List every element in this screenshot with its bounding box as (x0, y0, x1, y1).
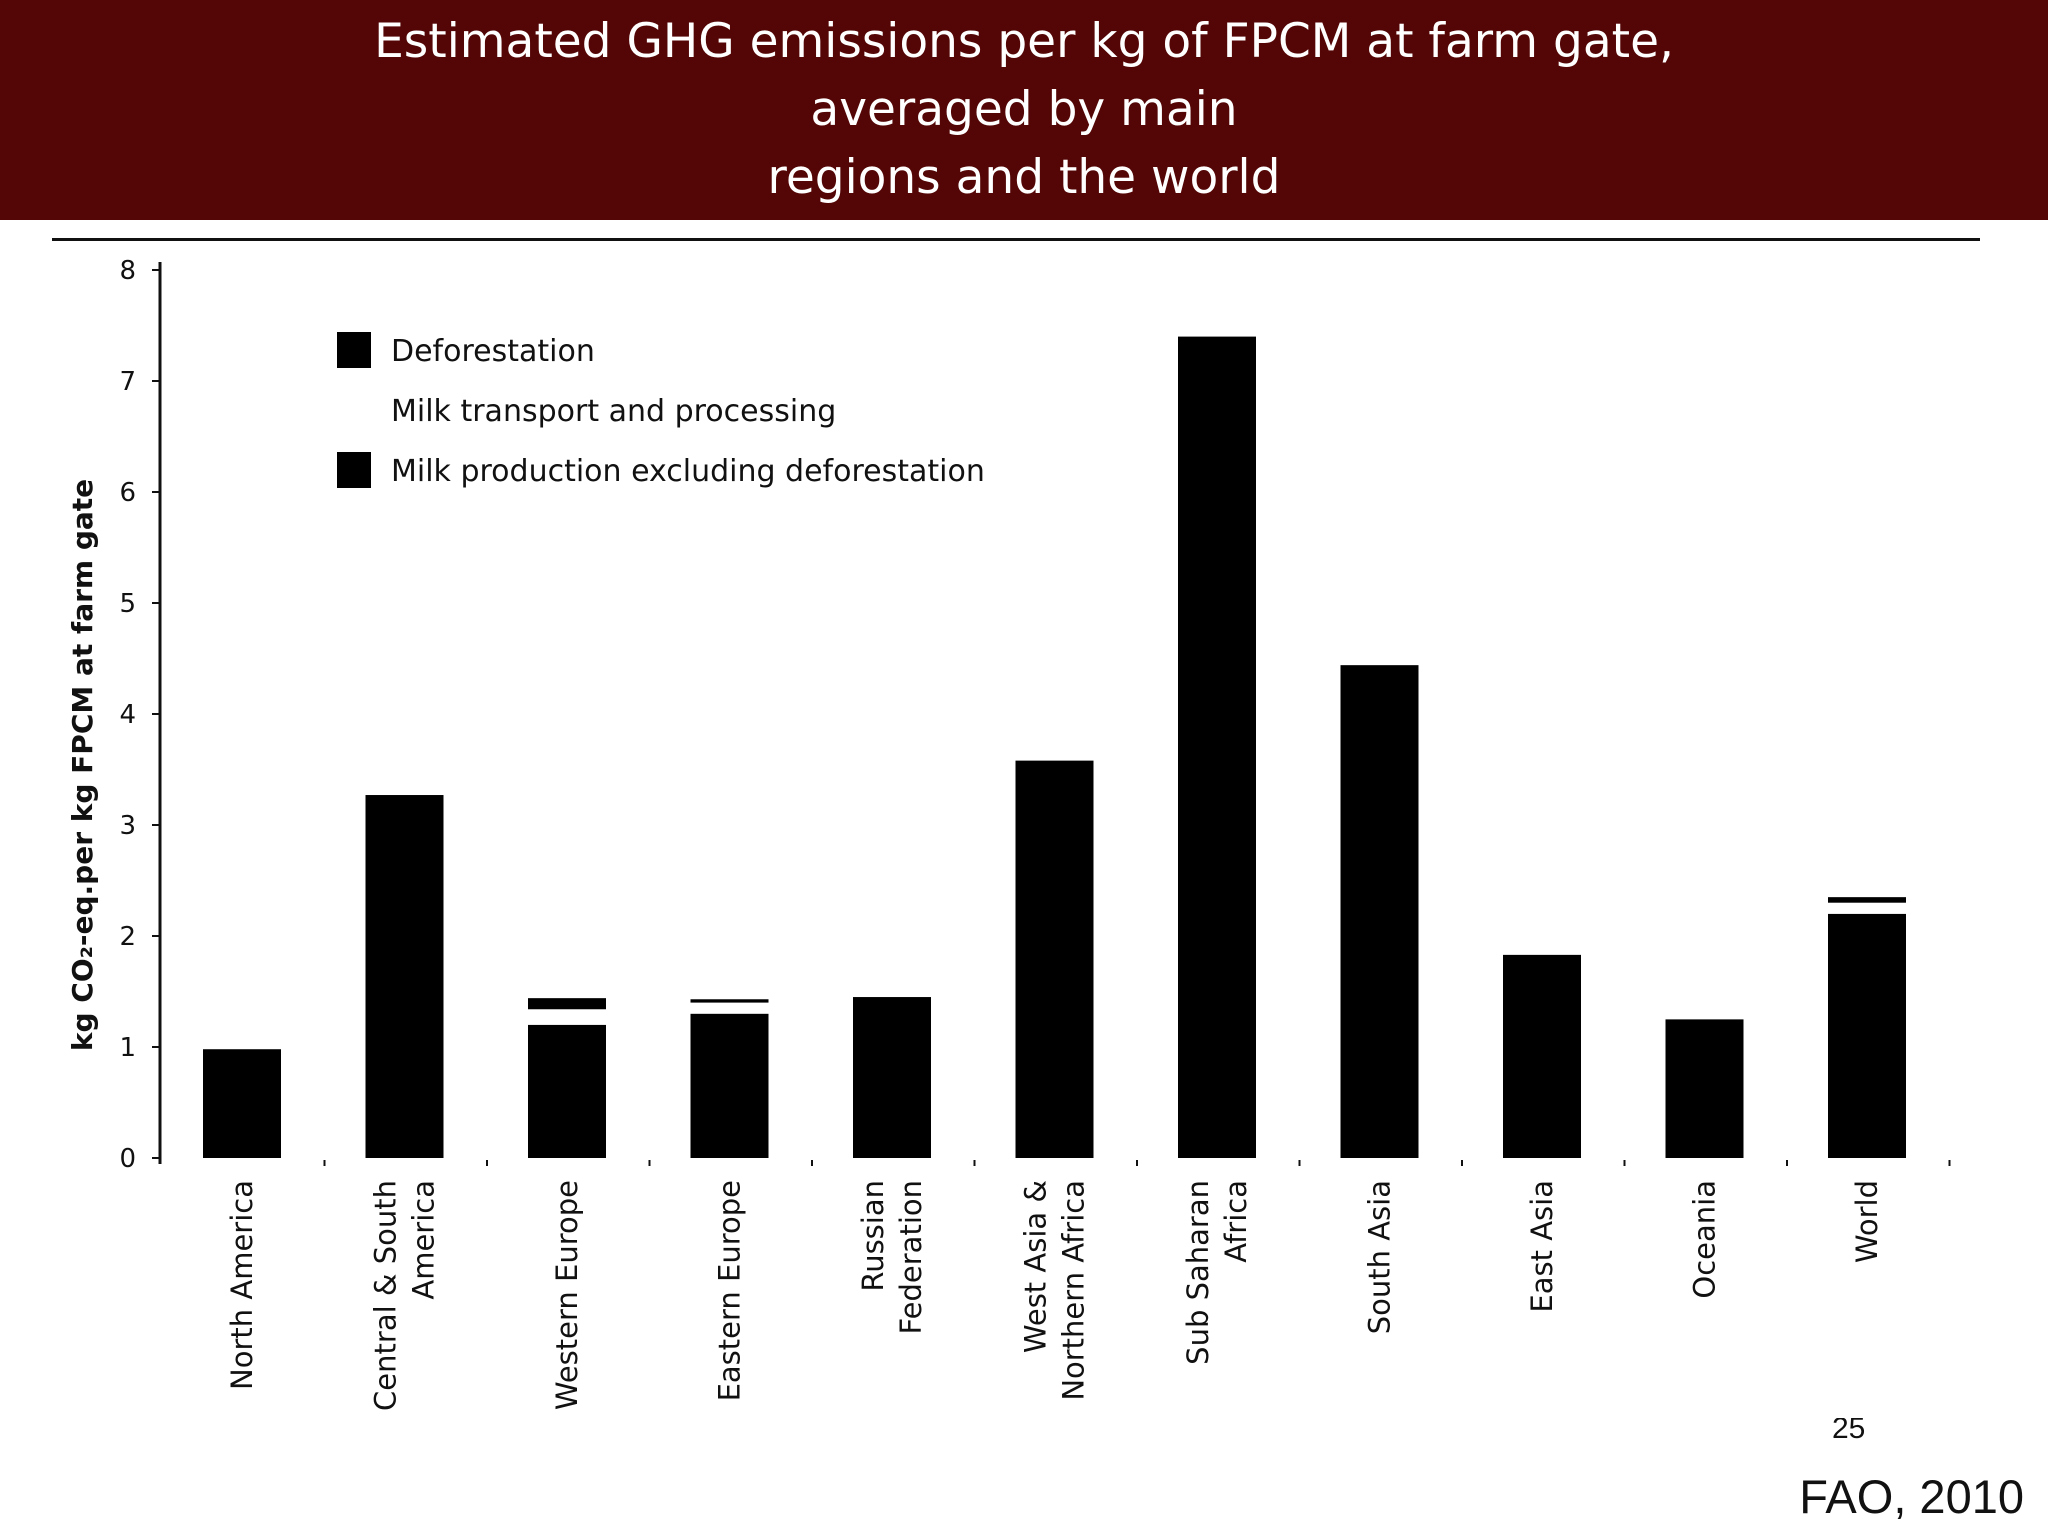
bar-segment (203, 1049, 281, 1158)
category-label: Africa (1219, 1180, 1253, 1263)
category-label: Sub Saharan (1181, 1180, 1215, 1365)
category-label: Russian (856, 1180, 890, 1292)
category-labels: North America Central & South America Weste… (225, 1180, 1884, 1411)
y-tick-label: 6 (119, 478, 136, 508)
y-tick-label: 4 (119, 700, 136, 730)
y-axis-label: kg CO₂-eq.per kg FPCM at farm gate (66, 479, 99, 1051)
y-tick-label: 5 (119, 589, 136, 619)
bar-segment (690, 1013, 769, 1158)
category-label: Oceania (1688, 1180, 1722, 1299)
category-label: Northern Africa (1057, 1180, 1091, 1401)
category-label: Federation (894, 1180, 928, 1334)
y-tick-label: 0 (119, 1144, 136, 1174)
bar-segment (1665, 1019, 1744, 1158)
bar-segment (528, 1009, 606, 1025)
category-label: Western Europe (550, 1180, 584, 1410)
bar-segment (690, 1002, 769, 1014)
category-label: East Asia (1525, 1180, 1559, 1313)
title-line-3: regions and the world (767, 150, 1281, 205)
category-label: South Asia (1363, 1180, 1397, 1334)
legend-label: Milk transport and processing (391, 394, 836, 429)
y-tick-label: 7 (119, 367, 136, 397)
y-tick-label: 3 (119, 811, 136, 841)
category-label: America (407, 1180, 441, 1300)
source-citation: FAO, 2010 (1799, 1470, 2024, 1523)
bar-segment (1665, 1013, 1744, 1020)
legend-swatch (337, 452, 371, 488)
title-line-1: Estimated GHG emissions per kg of FPCM a… (374, 14, 1674, 69)
legend-label: Milk production excluding deforestation (391, 454, 985, 489)
legend-swatch (337, 392, 371, 428)
y-tick-label: 1 (119, 1033, 136, 1063)
legend-label: Deforestation (391, 334, 595, 369)
chart-axes: 0 1 2 3 4 5 6 7 8 (119, 256, 1951, 1174)
y-tick-label: 8 (119, 256, 136, 286)
bar-segment (690, 999, 769, 1003)
page-number: 25 (1832, 1418, 1866, 1440)
bar-segment (1828, 913, 1906, 1158)
y-tick-label: 2 (119, 922, 136, 952)
bar-segment (1015, 760, 1094, 1158)
category-label: North America (225, 1180, 259, 1390)
legend-swatch (337, 332, 371, 368)
bar-segment (365, 795, 444, 1158)
bar-segment (1503, 954, 1581, 1158)
category-label: World (1850, 1180, 1884, 1263)
title-line-2: averaged by main (810, 82, 1238, 137)
emissions-bar-chart: 0 1 2 3 4 5 6 7 8 North America Central & South Am… (66, 256, 1951, 1411)
bar-segment (528, 998, 606, 1010)
slide-title: Estimated GHG emissions per kg of FPCM a… (0, 0, 2048, 220)
bar-segment (1828, 897, 1906, 903)
bar-segment (1340, 665, 1419, 1158)
title-divider (52, 238, 1980, 241)
category-label: Eastern Europe (713, 1180, 747, 1401)
category-label: West Asia & (1019, 1180, 1053, 1353)
bar-segment (853, 997, 931, 1158)
chart-legend: Deforestation Milk transport and processi… (337, 332, 985, 489)
bar-segment (1828, 902, 1906, 914)
bar-segment (1178, 336, 1256, 1159)
category-label: Central & South (369, 1180, 403, 1411)
chart-bars (203, 336, 1906, 1159)
bar-segment (528, 1024, 606, 1158)
